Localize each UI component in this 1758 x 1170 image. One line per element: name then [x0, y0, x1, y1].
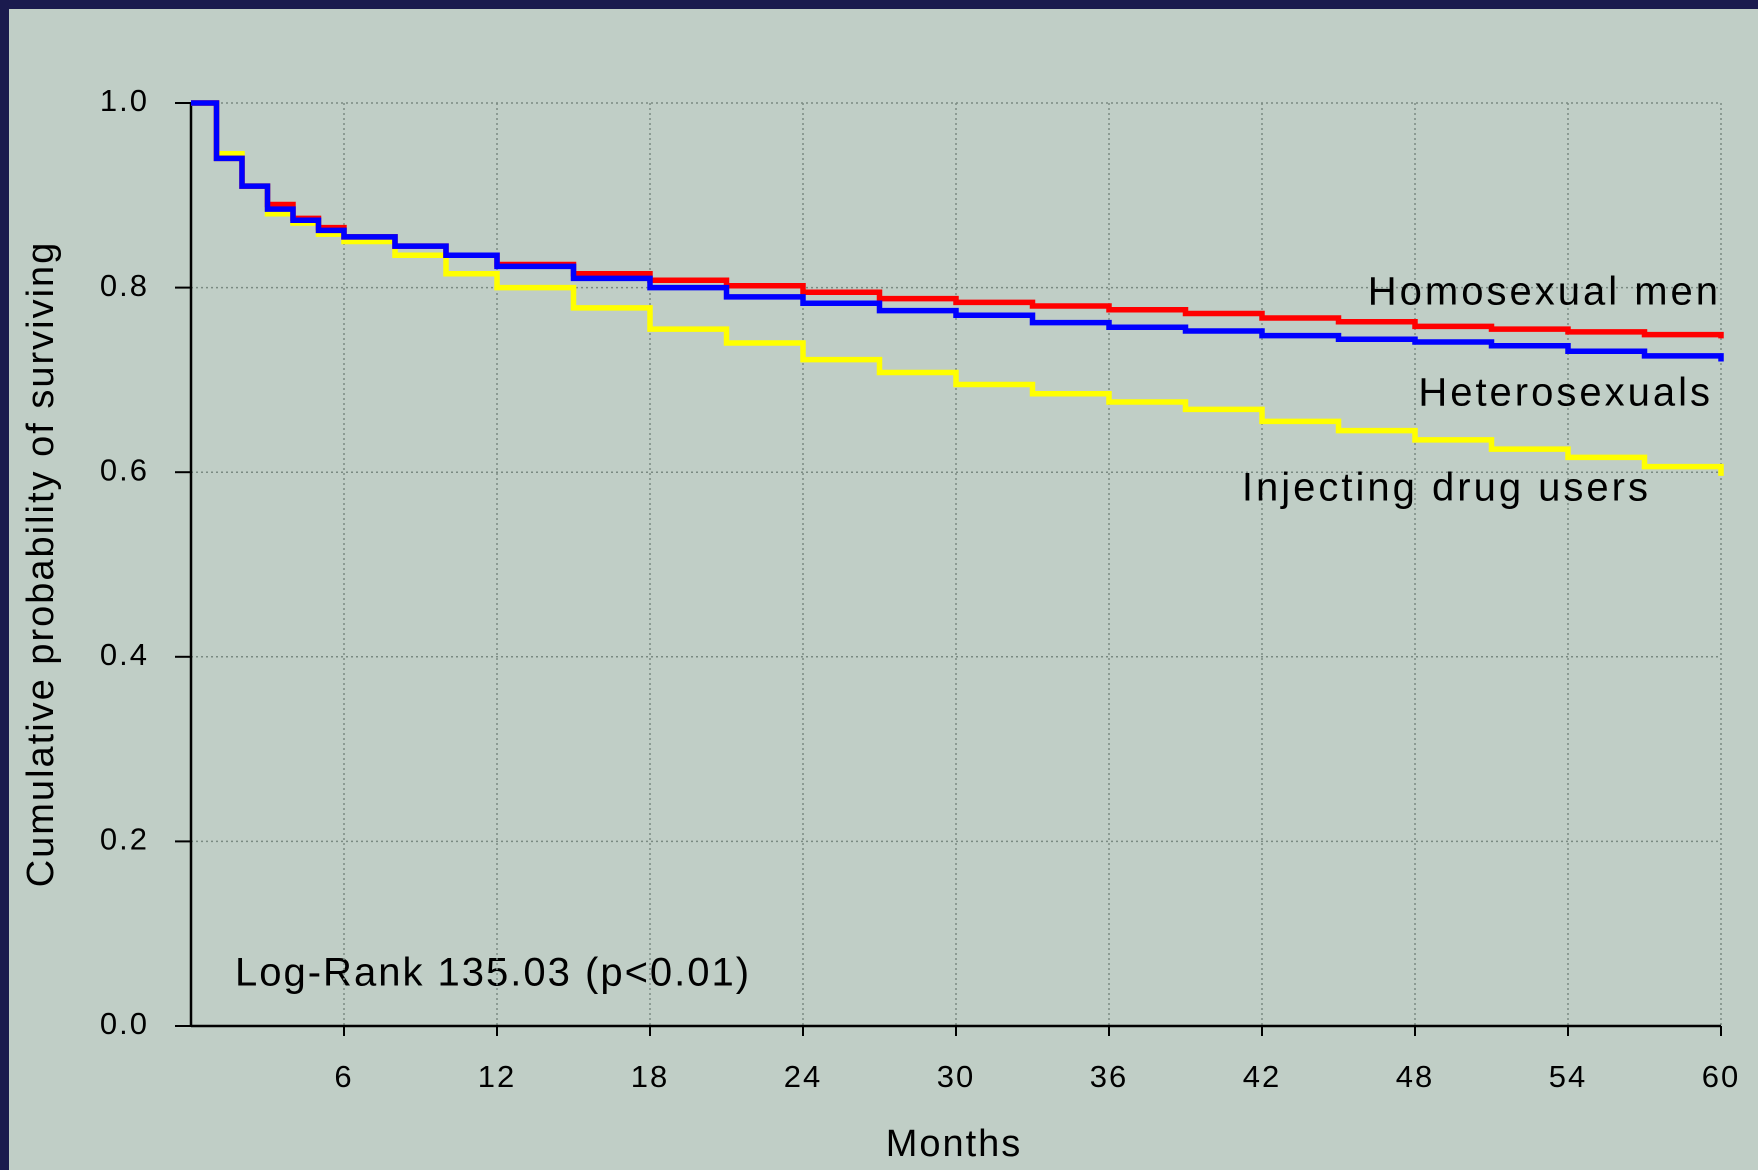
x-tick-label: 30 — [937, 1059, 975, 1094]
x-tick-label: 18 — [631, 1059, 669, 1094]
y-tick-label: 1.0 — [100, 83, 149, 118]
x-tick-label: 6 — [334, 1059, 353, 1094]
x-tick-label: 54 — [1549, 1059, 1587, 1094]
x-axis-title: Months — [886, 1123, 1023, 1165]
series-label: Heterosexuals — [1418, 371, 1713, 415]
y-tick-label: 0.2 — [100, 822, 149, 857]
series-label: Homosexual men — [1368, 270, 1721, 314]
x-tick-label: 12 — [478, 1059, 516, 1094]
series-label: Injecting drug users — [1242, 466, 1651, 510]
y-axis-title: Cumulative probability of surviving — [20, 241, 62, 888]
x-tick-label: 42 — [1243, 1059, 1281, 1094]
x-tick-label: 36 — [1090, 1059, 1128, 1094]
survival-curve — [191, 100, 1724, 476]
y-tick-label: 0.0 — [100, 1006, 149, 1041]
y-tick-label: 0.8 — [100, 268, 149, 303]
x-tick-label: 24 — [784, 1059, 822, 1094]
plot-background — [9, 9, 1758, 1170]
y-tick-label: 0.6 — [100, 452, 149, 487]
y-tick-label: 0.4 — [100, 637, 149, 672]
annotation: Log-Rank 135.03 (p<0.01) — [235, 951, 751, 995]
survival-curve — [191, 100, 1724, 362]
x-tick-label: 60 — [1702, 1059, 1740, 1094]
x-tick-label: 48 — [1396, 1059, 1434, 1094]
